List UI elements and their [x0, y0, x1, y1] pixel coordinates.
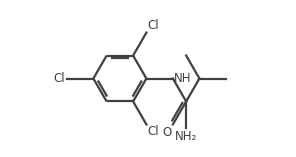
Text: Cl: Cl — [54, 72, 65, 85]
Text: NH: NH — [174, 72, 191, 85]
Text: O: O — [162, 126, 171, 139]
Text: Cl: Cl — [147, 19, 159, 32]
Text: Cl: Cl — [147, 125, 159, 138]
Text: NH₂: NH₂ — [175, 130, 197, 143]
